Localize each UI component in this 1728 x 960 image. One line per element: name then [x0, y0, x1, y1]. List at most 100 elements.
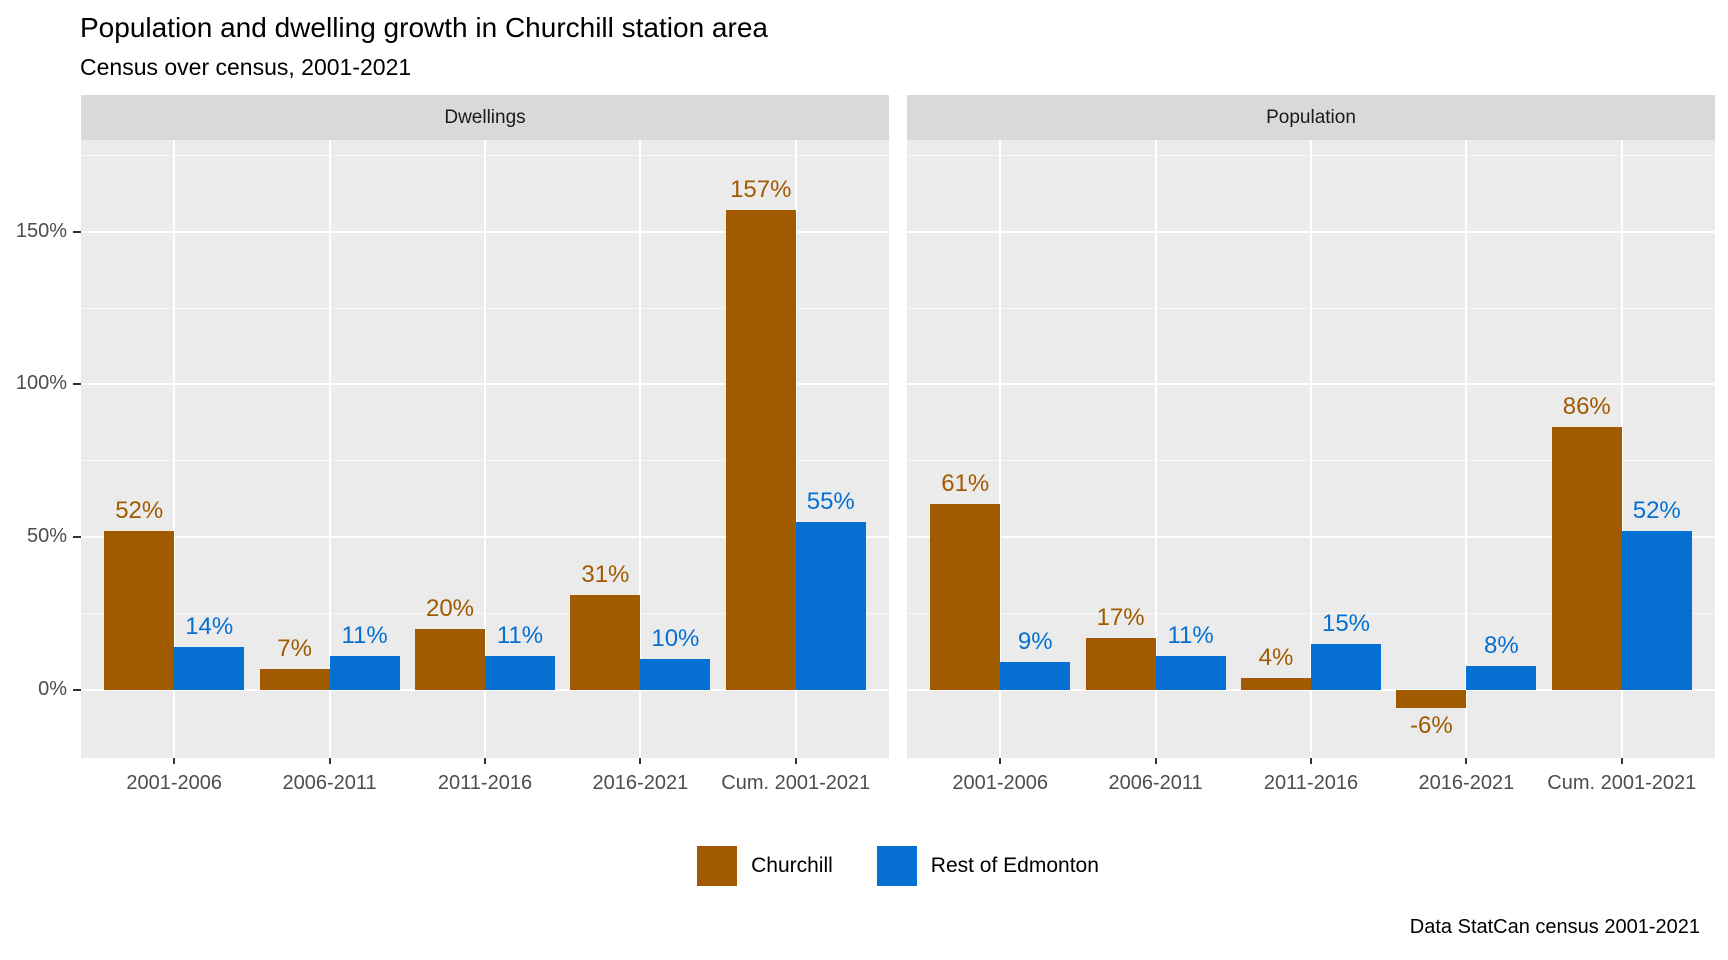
y-axis-label: 50% — [26, 525, 67, 548]
gridline-major — [907, 230, 1715, 233]
gridline-minor — [907, 460, 1715, 462]
bar-label-population-2006-2011-churchill: 17% — [1096, 604, 1145, 632]
x-axis-tick — [794, 758, 797, 764]
bar-dwellings-2011-2016-rest-of-edmonton — [485, 656, 555, 690]
bar-label-population-2016-2021-rest-of-edmonton: 8% — [1484, 631, 1519, 659]
bar-dwellings-2001-2006-churchill — [104, 531, 175, 690]
legend-item-rest-of-edmonton: Rest of Edmonton — [876, 846, 1099, 886]
gridline-minor — [907, 307, 1715, 309]
x-axis-label: 2016-2021 — [592, 772, 689, 794]
y-axis-label: 100% — [15, 372, 67, 395]
bar-dwellings-2001-2006-rest-of-edmonton — [174, 647, 245, 690]
bar-population-2001-2006-rest-of-edmonton — [1000, 662, 1071, 690]
x-axis-tick — [1310, 758, 1312, 764]
x-axis-label: 2001-2006 — [952, 772, 1049, 794]
legend-swatch-rest-of-edmonton — [876, 846, 917, 886]
facet-strip-population: Population — [907, 95, 1715, 140]
bar-label-dwellings-2011-2016-rest-of-edmonton: 11% — [496, 622, 544, 650]
gridline-minor — [907, 613, 1715, 615]
bar-dwellings-cum-2001-2021-rest-of-edmonton — [795, 521, 866, 690]
gridline-major — [907, 536, 1715, 539]
gridline-major — [81, 536, 889, 539]
x-axis-tick — [1465, 758, 1468, 764]
bar-label-dwellings-2016-2021-rest-of-edmonton: 10% — [651, 625, 700, 653]
bar-label-population-2001-2006-rest-of-edmonton: 9% — [1017, 628, 1053, 656]
bar-label-dwellings-cum-2001-2021-churchill: 157% — [730, 176, 792, 204]
legend: Churchill Rest of Edmonton — [81, 846, 1715, 886]
legend-swatch-churchill — [697, 846, 738, 886]
legend-label: Churchill — [751, 854, 833, 877]
x-axis-tick — [1620, 758, 1623, 764]
x-axis-label: Cum. 2001-2021 — [1547, 772, 1697, 794]
bar-label-dwellings-2006-2011-rest-of-edmonton: 11% — [341, 622, 388, 650]
x-axis-label: 2011-2016 — [1263, 772, 1359, 794]
bar-population-cum-2001-2021-churchill — [1551, 427, 1622, 690]
y-axis-tick — [73, 230, 81, 233]
bar-population-2011-2016-rest-of-edmonton — [1311, 644, 1381, 690]
bar-label-population-2006-2011-rest-of-edmonton: 11% — [1167, 622, 1214, 650]
bar-label-dwellings-cum-2001-2021-rest-of-edmonton: 55% — [806, 487, 855, 515]
bar-population-2016-2021-rest-of-edmonton — [1466, 665, 1537, 690]
x-axis-tick — [999, 758, 1002, 764]
bar-label-population-2011-2016-churchill: 4% — [1258, 643, 1294, 671]
y-axis-label: 150% — [15, 219, 67, 242]
facet-strip-label: Population — [1266, 106, 1356, 128]
chart-title: Population and dwelling growth in Church… — [80, 12, 768, 43]
gridline-vertical — [1154, 140, 1157, 758]
bar-population-2001-2006-churchill — [930, 503, 1001, 690]
x-axis-label: 2016-2021 — [1418, 772, 1515, 794]
gridline-vertical — [484, 140, 486, 758]
bar-label-population-2011-2016-rest-of-edmonton: 15% — [1321, 610, 1371, 638]
bar-label-population-cum-2001-2021-rest-of-edmonton: 52% — [1632, 497, 1681, 525]
x-axis-tick — [173, 758, 176, 764]
gridline-vertical — [639, 140, 642, 758]
gridline-minor — [81, 460, 889, 462]
gridline-vertical — [999, 140, 1002, 758]
x-axis-label: 2006-2011 — [282, 772, 377, 794]
bar-label-population-cum-2001-2021-churchill: 86% — [1562, 393, 1611, 421]
bar-dwellings-2016-2021-rest-of-edmonton — [640, 659, 711, 690]
bar-dwellings-2016-2021-churchill — [570, 595, 641, 690]
bar-population-2011-2016-churchill — [1241, 677, 1311, 690]
bar-label-population-2001-2006-churchill: 61% — [941, 469, 990, 497]
gridline-vertical — [1310, 140, 1312, 758]
gridline-vertical — [328, 140, 331, 758]
y-axis-tick — [73, 383, 81, 386]
legend-label: Rest of Edmonton — [930, 854, 1099, 877]
x-axis-label: Cum. 2001-2021 — [721, 772, 871, 794]
gridline-vertical — [1465, 140, 1468, 758]
bar-label-dwellings-2011-2016-churchill: 20% — [425, 594, 475, 622]
gridline-minor — [81, 154, 889, 156]
bar-dwellings-2011-2016-churchill — [415, 628, 485, 690]
x-axis-tick — [328, 758, 331, 764]
gridline-major — [81, 383, 889, 386]
bar-population-2006-2011-churchill — [1085, 638, 1156, 690]
gridline-major — [81, 230, 889, 233]
y-axis-tick — [73, 536, 81, 539]
bar-dwellings-2006-2011-rest-of-edmonton — [329, 656, 400, 690]
facet-panel-population: 61% 9% 17% 11% 4% 15% -6% 8% 86% 52% — [907, 140, 1715, 758]
facet-strip-dwellings: Dwellings — [81, 95, 889, 140]
gridline-vertical — [173, 140, 176, 758]
gridline-major — [907, 383, 1715, 386]
caption: Data StatCan census 2001-2021 — [1409, 916, 1700, 938]
y-axis-label: 0% — [38, 678, 67, 700]
x-axis-label: 2001-2006 — [126, 772, 223, 794]
gridline-vertical — [794, 140, 797, 758]
x-axis-tick — [484, 758, 486, 764]
bar-label-dwellings-2001-2006-churchill: 52% — [115, 497, 164, 525]
gridline-minor — [81, 613, 889, 615]
bar-label-dwellings-2006-2011-churchill: 7% — [277, 634, 312, 662]
gridline-major — [81, 689, 889, 691]
gridline-minor — [907, 154, 1715, 156]
x-axis-label: 2006-2011 — [1108, 772, 1203, 794]
x-axis-tick — [1154, 758, 1157, 764]
bar-population-2006-2011-rest-of-edmonton — [1155, 656, 1226, 690]
gridline-major — [907, 689, 1715, 691]
bar-dwellings-cum-2001-2021-churchill — [725, 210, 796, 690]
x-axis-label: 2011-2016 — [437, 772, 533, 794]
y-axis-tick — [73, 689, 81, 691]
x-axis-tick — [639, 758, 642, 764]
gridline-minor — [81, 307, 889, 309]
